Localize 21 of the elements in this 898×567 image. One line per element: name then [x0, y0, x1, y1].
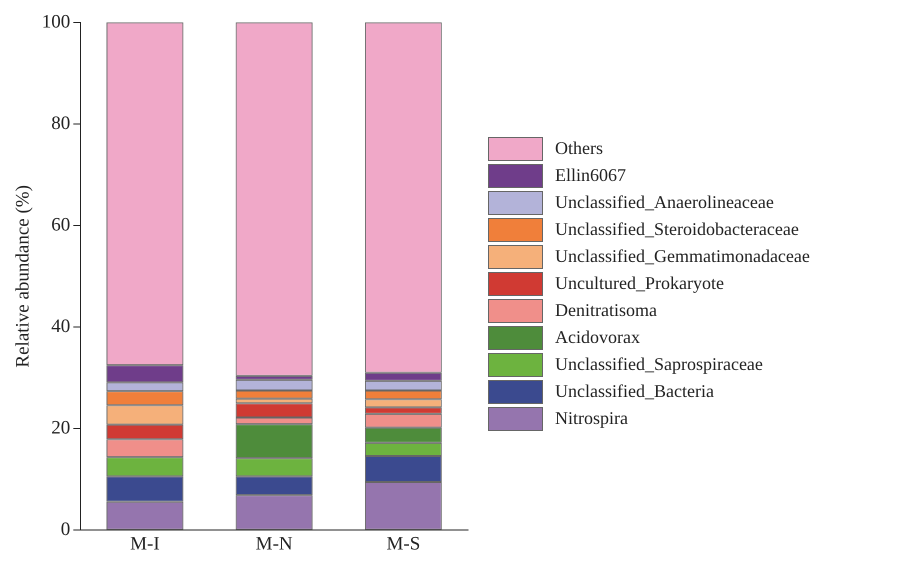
legend-label: Uncultured_Prokaryote — [555, 273, 724, 294]
y-tick-label: 60 — [51, 214, 70, 236]
y-tick-label: 80 — [51, 112, 70, 134]
legend-label: Unclassified_Steroidobacteraceae — [555, 219, 799, 240]
x-tick-label: M-I — [130, 534, 160, 555]
legend-label: Unclassified_Gemmatimonadaceae — [555, 246, 810, 267]
y-tick-label: 20 — [51, 418, 70, 439]
legend-label: Others — [555, 138, 603, 159]
legend-label: Unclassified_Anaerolineaceae — [555, 192, 774, 213]
y-tick-label: 100 — [42, 11, 70, 32]
y-tick-label: 0 — [60, 519, 70, 540]
legend-label: Nitrospira — [555, 408, 628, 429]
legend-label: Acidovorax — [555, 327, 640, 348]
x-tick-label: M-N — [256, 534, 293, 555]
x-tick-label: M-S — [386, 534, 420, 555]
legend-label: Ellin6067 — [555, 165, 626, 186]
legend-label: Denitratisoma — [555, 300, 657, 321]
y-axis-title: Relative abundance (%) — [12, 185, 34, 368]
y-tick-label: 40 — [51, 316, 70, 338]
legend-label: Unclassified_Bacteria — [555, 381, 714, 402]
legend-label: Unclassified_Saprospiraceae — [555, 354, 763, 375]
